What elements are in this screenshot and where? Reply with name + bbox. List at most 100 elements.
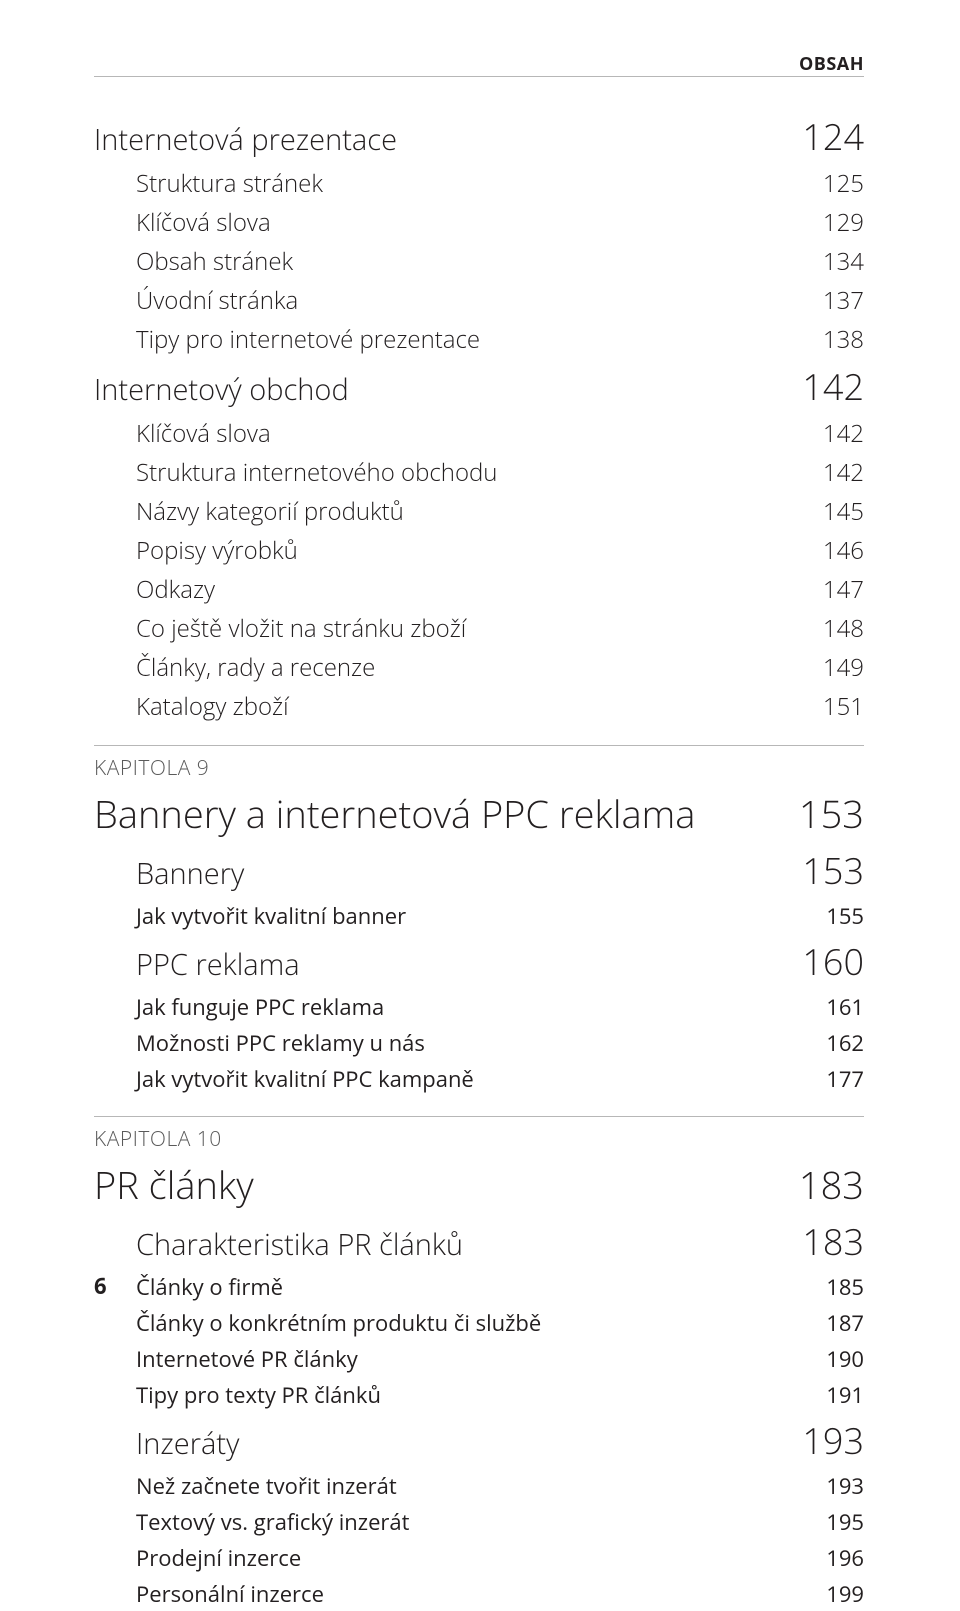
subsection-title: PPC reklama (136, 945, 300, 984)
toc-entry: Internetové PR články 190 (94, 1344, 864, 1374)
toc-section-heading: Internetová prezentace 124 (94, 112, 864, 161)
toc-entry: Články, rady a recenze 149 (94, 651, 864, 684)
subsection-title: Bannery (136, 854, 244, 893)
chapter-page: 183 (799, 1159, 864, 1211)
entry-page: 195 (826, 1507, 864, 1537)
entry-page: 148 (823, 612, 864, 645)
toc-entry: Názvy kategorií produktů145 (94, 495, 864, 528)
section-title: Internetový obchod (94, 370, 349, 409)
toc-entry: Popisy výrobků 146 (94, 534, 864, 567)
entry-label: Články o firmě (136, 1272, 283, 1302)
entry-label: Struktura internetového obchodu (136, 456, 497, 489)
entry-page: 142 (823, 417, 864, 450)
entry-label: Články, rady a recenze (136, 651, 375, 684)
entry-label: Popisy výrobků (136, 534, 298, 567)
toc-entry: Články o firmě 185 (94, 1272, 864, 1302)
entry-page: 177 (826, 1064, 864, 1094)
entry-label: Internetové PR články (136, 1344, 358, 1374)
chapter-rule (94, 1116, 864, 1117)
toc-entry: Co ještě vložit na stránku zboží 148 (94, 612, 864, 645)
entry-page: 155 (826, 901, 864, 931)
header-label: OBSAH (799, 52, 864, 76)
toc-entry: Klíčová slova 142 (94, 417, 864, 450)
toc-content: Internetová prezentace 124 Struktura str… (94, 112, 864, 1611)
entry-page: 147 (823, 573, 864, 606)
entry-page: 196 (826, 1543, 864, 1573)
entry-page: 134 (823, 245, 864, 278)
entry-page: 137 (823, 284, 864, 317)
entry-label: Textový vs. grafický inzerát (136, 1507, 409, 1537)
toc-entry: Než začnete tvořit inzerát 193 (94, 1471, 864, 1501)
entry-label: Úvodní stránka (136, 284, 298, 317)
toc-section-heading: Internetový obchod 142 (94, 362, 864, 411)
entry-label: Možnosti PPC reklamy u nás (136, 1028, 425, 1058)
entry-label: Jak vytvořit kvalitní banner (136, 901, 406, 931)
toc-subsection-heading: Charakteristika PR článků 183 (94, 1217, 864, 1266)
toc-entry: Prodejní inzerce 196 (94, 1543, 864, 1573)
entry-label: Jak vytvořit kvalitní PPC kampaně (136, 1064, 474, 1094)
toc-entry: Personální inzerce 199 (94, 1579, 864, 1609)
subsection-page: 160 (802, 937, 864, 986)
entry-page: 162 (826, 1028, 864, 1058)
entry-label: Katalogy zboží (136, 690, 289, 723)
entry-label: Obsah stránek (136, 245, 293, 278)
toc-subsection-heading: PPC reklama 160 (94, 937, 864, 986)
toc-entry: Katalogy zboží 151 (94, 690, 864, 723)
chapter-label: KAPITOLA 9 (94, 754, 864, 782)
entry-page: 142 (823, 456, 864, 489)
toc-entry: Články o konkrétním produktu či službě18… (94, 1308, 864, 1338)
toc-entry: Tipy pro texty PR článků 191 (94, 1380, 864, 1410)
entry-label: Personální inzerce (136, 1579, 324, 1609)
chapter-title: Bannery a internetová PPC reklama 153 (94, 788, 864, 840)
entry-label: Než začnete tvořit inzerát (136, 1471, 397, 1501)
section-page: 124 (802, 112, 864, 161)
toc-entry: Odkazy147 (94, 573, 864, 606)
entry-page: 193 (826, 1471, 864, 1501)
toc-entry: Struktura stránek 125 (94, 167, 864, 200)
entry-label: Názvy kategorií produktů (136, 495, 404, 528)
toc-entry: Jak funguje PPC reklama 161 (94, 992, 864, 1022)
subsection-title: Inzeráty (136, 1424, 239, 1463)
entry-label: Prodejní inzerce (136, 1543, 301, 1573)
chapter-title-text: PR články (94, 1159, 254, 1211)
subsection-page: 193 (802, 1416, 864, 1465)
toc-entry: Struktura internetového obchodu 142 (94, 456, 864, 489)
chapter-title-text: Bannery a internetová PPC reklama (94, 788, 695, 840)
entry-page: 138 (823, 323, 864, 356)
toc-entry: Úvodní stránka 137 (94, 284, 864, 317)
page: OBSAH Internetová prezentace 124 Struktu… (0, 0, 960, 1365)
entry-page: 161 (826, 992, 864, 1022)
entry-page: 149 (823, 651, 864, 684)
entry-page: 190 (826, 1344, 864, 1374)
entry-label: Tipy pro texty PR článků (136, 1380, 381, 1410)
toc-entry: Tipy pro internetové prezentace 138 (94, 323, 864, 356)
toc-subsection-heading: Inzeráty 193 (94, 1416, 864, 1465)
header-rule (94, 76, 864, 77)
entry-label: Struktura stránek (136, 167, 323, 200)
toc-entry: Textový vs. grafický inzerát 195 (94, 1507, 864, 1537)
chapter-page: 153 (799, 788, 864, 840)
entry-page: 151 (823, 690, 864, 723)
entry-page: 185 (826, 1272, 864, 1302)
section-page: 142 (802, 362, 864, 411)
entry-page: 125 (823, 167, 864, 200)
subsection-title: Charakteristika PR článků (136, 1225, 463, 1264)
entry-page: 146 (823, 534, 864, 567)
section-title: Internetová prezentace (94, 120, 397, 159)
entry-label: Co ještě vložit na stránku zboží (136, 612, 466, 645)
entry-label: Klíčová slova (136, 417, 271, 450)
entry-label: Jak funguje PPC reklama (136, 992, 384, 1022)
subsection-page: 153 (802, 846, 864, 895)
page-number: 6 (94, 1271, 107, 1301)
toc-entry: Klíčová slova 129 (94, 206, 864, 239)
toc-entry: Jak vytvořit kvalitní PPC kampaně 177 (94, 1064, 864, 1094)
chapter-title: PR články 183 (94, 1159, 864, 1211)
entry-page: 199 (826, 1579, 864, 1609)
toc-entry: Obsah stránek 134 (94, 245, 864, 278)
toc-entry: Možnosti PPC reklamy u nás 162 (94, 1028, 864, 1058)
entry-page: 191 (826, 1380, 864, 1410)
entry-page: 129 (823, 206, 864, 239)
entry-label: Tipy pro internetové prezentace (136, 323, 480, 356)
entry-label: Klíčová slova (136, 206, 271, 239)
entry-page: 187 (826, 1308, 864, 1338)
